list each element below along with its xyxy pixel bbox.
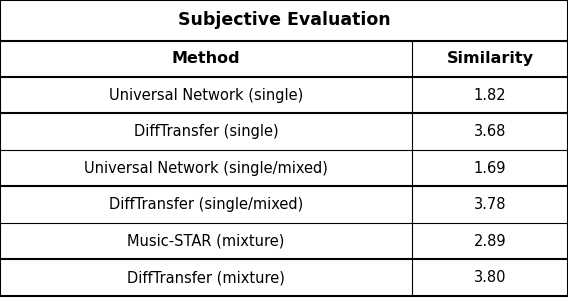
Text: Universal Network (single): Universal Network (single) — [109, 88, 303, 103]
Text: 3.68: 3.68 — [474, 124, 506, 139]
Text: DiffTransfer (single): DiffTransfer (single) — [133, 124, 278, 139]
Text: DiffTransfer (mixture): DiffTransfer (mixture) — [127, 270, 285, 285]
Text: 3.78: 3.78 — [474, 197, 506, 212]
Text: Universal Network (single/mixed): Universal Network (single/mixed) — [84, 161, 328, 176]
Text: Music-STAR (mixture): Music-STAR (mixture) — [127, 234, 285, 249]
Text: 2.89: 2.89 — [474, 234, 506, 249]
Text: Method: Method — [172, 51, 240, 66]
Text: 3.80: 3.80 — [474, 270, 506, 285]
Text: DiffTransfer (single/mixed): DiffTransfer (single/mixed) — [109, 197, 303, 212]
Text: 1.82: 1.82 — [474, 88, 506, 103]
Text: 1.69: 1.69 — [474, 161, 506, 176]
Text: Similarity: Similarity — [446, 51, 533, 66]
Text: Subjective Evaluation: Subjective Evaluation — [178, 11, 390, 29]
